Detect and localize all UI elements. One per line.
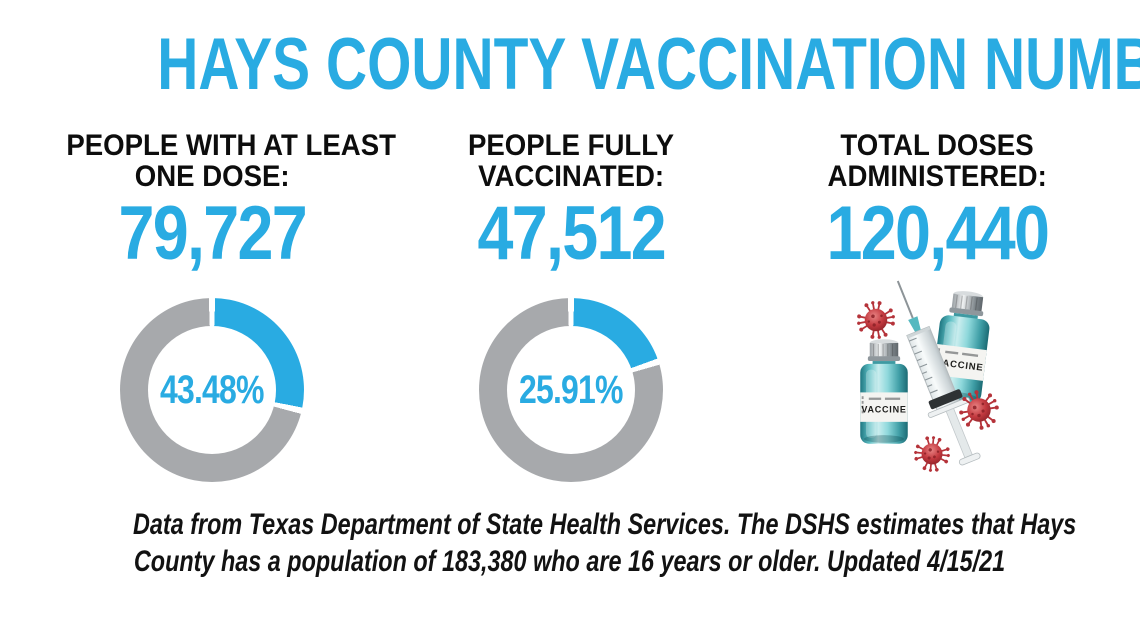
donut-hole: 25.91% xyxy=(507,326,635,454)
stat-value: 79,727 xyxy=(52,196,372,272)
footer-line: Data from Texas Department of State Heal… xyxy=(133,508,1077,541)
stat-value-text: 120,440 xyxy=(826,191,1049,276)
heading-line: PEOPLE WITH AT LEAST xyxy=(66,129,397,162)
vial-label-text: VACCINE xyxy=(861,404,906,414)
donut-hole: 43.48% xyxy=(148,326,276,454)
stat-value: 120,440 xyxy=(772,196,1102,272)
donut-percent-label: 43.48% xyxy=(147,368,277,413)
heading-line: PEOPLE FULLY xyxy=(467,129,675,162)
page-title: HAYS COUNTY VACCINATION NUMBERS xyxy=(0,28,1140,101)
syringe-icon xyxy=(896,280,981,466)
donut-percent-text: 43.48% xyxy=(160,367,265,412)
donut-percent-label: 25.91% xyxy=(506,368,636,413)
vaccine-vial-icon: VACCINE xyxy=(860,339,908,444)
column-one-dose: PEOPLE WITH AT LEAST ONE DOSE: 79,727 43… xyxy=(52,0,396,631)
column-heading: TOTAL DOSES ADMINISTERED: xyxy=(772,130,1102,192)
column-total-doses: TOTAL DOSES ADMINISTERED: 120,440 xyxy=(772,0,1102,631)
footer-line: County has a population of 183,380 who a… xyxy=(134,545,1006,578)
heading-line: ONE DOSE: xyxy=(134,160,290,193)
donut-percent-text: 25.91% xyxy=(519,367,624,412)
footer-note: Data from Texas Department of State Heal… xyxy=(0,506,1140,580)
donut-chart-fully-vaccinated: 25.91% xyxy=(479,298,663,482)
column-fully-vaccinated: PEOPLE FULLY VACCINATED: 47,512 25.91% xyxy=(411,0,731,631)
coronavirus-icon xyxy=(852,296,900,344)
stat-value-text: 47,512 xyxy=(477,191,666,276)
stat-value: 47,512 xyxy=(411,196,731,272)
page-title-text: HAYS COUNTY VACCINATION NUMBERS xyxy=(157,24,1140,105)
heading-line: VACCINATED: xyxy=(477,160,665,193)
donut-chart-one-dose: 43.48% xyxy=(120,298,304,482)
heading-line: ADMINISTERED: xyxy=(827,160,1047,193)
heading-line: TOTAL DOSES xyxy=(840,129,1034,162)
column-heading: PEOPLE FULLY VACCINATED: xyxy=(411,130,731,192)
stat-value-text: 79,727 xyxy=(118,191,307,276)
vaccine-illustration: VACCINE xyxy=(852,280,1003,480)
coronavirus-icon xyxy=(906,428,958,480)
column-heading: PEOPLE WITH AT LEAST ONE DOSE: xyxy=(52,130,396,193)
